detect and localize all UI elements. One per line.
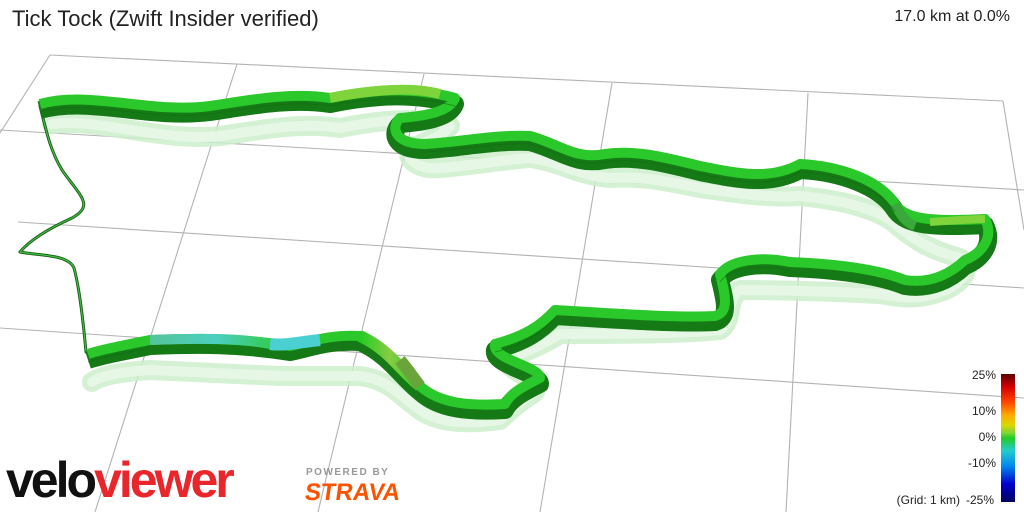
grid-scale-note: (Grid: 1 km)	[896, 493, 960, 507]
logo-viewer-text: viewer	[94, 452, 235, 508]
route-ribbon-edges	[39, 97, 896, 363]
logo-velo-text: velo	[6, 452, 97, 508]
route-title: Tick Tock (Zwift Insider verified)	[12, 6, 319, 31]
legend-label-neg10: -10%	[967, 456, 996, 470]
powered-by-label: POWERED BY	[306, 467, 390, 478]
route-lead-in	[18, 104, 88, 354]
legend-label-0: 0%	[978, 430, 996, 444]
gradient-legend: 25% 10% 0% -10% -25%	[894, 360, 1024, 512]
strava-logo[interactable]: STRAVA	[303, 479, 403, 506]
route-ribbon-top	[38, 85, 994, 410]
legend-label-min: -25%	[965, 493, 994, 507]
legend-label-10: 10%	[971, 404, 996, 418]
route-color-segments	[149, 84, 986, 391]
gradient-color-scale	[1001, 374, 1015, 502]
route-distance-grade: 17.0 km at 0.0%	[894, 8, 1010, 25]
legend-label-max: 25%	[971, 368, 996, 382]
